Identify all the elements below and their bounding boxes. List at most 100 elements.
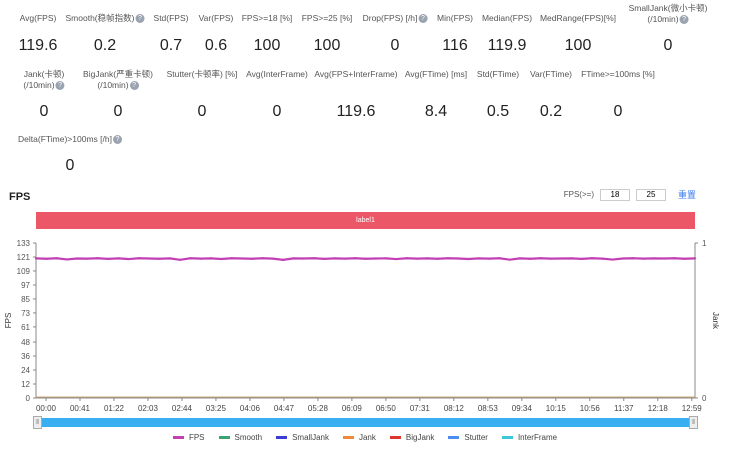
help-icon[interactable]: ?	[418, 14, 428, 24]
fps-point	[323, 257, 326, 260]
fps-point	[312, 257, 316, 260]
metric-value: 0.5	[486, 103, 510, 120]
metric-value: 100	[253, 37, 281, 54]
fps-point	[117, 257, 120, 260]
legend-label: BigJank	[405, 433, 435, 442]
metric-label-text: Std(FTime)	[476, 69, 520, 79]
legend-item-stutter[interactable]: Stutter	[448, 433, 488, 442]
fps-point	[158, 257, 161, 260]
legend-item-smooth[interactable]: Smooth	[218, 433, 263, 442]
x-tick-label: 12:18	[648, 404, 669, 413]
metric-label: Jank(卡顿) (/10min)?	[23, 69, 65, 91]
metric-value: 0	[613, 103, 623, 120]
metric-label: Smooth(稳帧指数)?	[66, 13, 145, 24]
metric-value: 116	[442, 37, 468, 54]
x-tick-label: 06:09	[342, 404, 363, 413]
x-tick-label: 02:03	[138, 404, 159, 413]
metric-label: Avg(FPS+InterFrame)	[314, 69, 397, 80]
legend-label: FPS	[188, 433, 205, 442]
metric-label: Avg(FTime) [ms]	[405, 69, 467, 80]
y-tick-label: 121	[17, 253, 31, 262]
x-tick-label: 05:28	[308, 404, 329, 413]
metric-value: 100	[313, 37, 341, 54]
fps-point	[343, 257, 347, 260]
metric-label: Var(FPS)	[199, 13, 234, 24]
y-tick-label: 36	[21, 352, 30, 361]
fps-point	[601, 257, 604, 260]
fps-filter-label: FPS(>=)	[563, 190, 594, 199]
legend-item-interframe[interactable]: InterFrame	[501, 433, 558, 442]
metric-value: 0	[113, 103, 123, 120]
metric-label-text: Jank(卡顿)	[23, 69, 65, 79]
y-tick-label: 85	[21, 295, 30, 304]
x-tick-label: 12:59	[682, 404, 703, 413]
metric-label-text: Stutter(卡顿率) [%]	[166, 69, 238, 79]
fps-point	[436, 257, 439, 260]
fps-point	[467, 257, 470, 261]
x-tick-label: 10:56	[580, 404, 601, 413]
legend-item-bigjank[interactable]: BigJank	[389, 433, 435, 442]
fps-point	[446, 257, 449, 260]
metric-label-text: MedRange(FPS)[%]	[539, 13, 617, 23]
label-bar[interactable]: label1	[36, 212, 695, 229]
fps-point	[240, 257, 244, 260]
y2-axis-label: Jank	[711, 312, 720, 330]
metric-label-text: Smooth(稳帧指数)	[65, 13, 135, 23]
help-icon[interactable]: ?	[112, 135, 122, 145]
y-tick-label: 48	[21, 338, 30, 347]
fps-point	[364, 257, 367, 260]
help-icon[interactable]: ?	[55, 81, 65, 91]
time-range-slider[interactable]: ||| |||	[33, 416, 698, 429]
fps-threshold-2-input[interactable]	[635, 188, 666, 201]
x-tick-label: 04:47	[274, 404, 295, 413]
metric-label: Delta(FTime)>100ms [/h]?	[18, 134, 122, 145]
legend-label: InterFrame	[517, 433, 558, 442]
metric-value: 0	[272, 103, 282, 120]
help-icon[interactable]: ?	[679, 15, 689, 25]
y-tick-label: 12	[21, 380, 30, 389]
fps-point	[395, 257, 398, 261]
metric-value: 0.2	[539, 103, 563, 120]
fps-point	[220, 257, 223, 261]
fps-point	[199, 257, 202, 260]
reset-button[interactable]: 重置	[677, 190, 696, 200]
legend-item-jank[interactable]: Jank	[342, 433, 376, 442]
y-tick-label: 109	[17, 267, 31, 276]
metric-value: 0.7	[159, 37, 183, 54]
fps-point	[168, 257, 171, 260]
slider-right-handle[interactable]: |||	[689, 416, 698, 429]
metric-label: Min(FPS)	[437, 13, 473, 24]
fps-threshold-1-input[interactable]	[599, 188, 630, 201]
metric-value: 119.6	[336, 103, 376, 120]
section-title: FPS	[9, 191, 31, 203]
x-tick-label: 09:34	[512, 404, 533, 413]
fps-point	[189, 257, 192, 260]
metric-label: Avg(FPS)	[20, 13, 57, 24]
fps-point	[518, 257, 522, 260]
legend-label: Smooth	[234, 433, 263, 442]
metric-label: Drop(FPS) [/h]?	[363, 13, 428, 24]
legend-item-smalljank[interactable]: SmallJank	[276, 433, 329, 442]
fps-filter: FPS(>=) 重置	[564, 188, 696, 201]
help-icon[interactable]: ?	[135, 14, 145, 24]
fps-point	[179, 258, 182, 261]
help-icon[interactable]: ?	[129, 81, 139, 91]
metric-label: FPS>=25 [%]	[302, 13, 353, 24]
metric-label: Median(FPS)	[482, 13, 532, 24]
metric-label: Stutter(卡顿率) [%]	[167, 69, 238, 80]
fps-point	[632, 257, 635, 260]
metric-value: 119.9	[487, 37, 527, 54]
slider-left-handle[interactable]: |||	[33, 416, 42, 429]
fps-point	[693, 257, 697, 260]
fps-point	[642, 257, 645, 260]
legend-item-fps[interactable]: FPS	[172, 433, 205, 442]
metric-value: 0	[663, 37, 673, 54]
metric-value: 0.6	[204, 37, 228, 54]
metric-label: SmallJank(微小卡顿) (/10min)?	[629, 3, 707, 25]
fps-point	[34, 257, 38, 260]
fps-point	[477, 257, 480, 260]
fps-point	[673, 257, 676, 260]
legend-label: SmallJank	[292, 433, 329, 442]
fps-point	[55, 257, 58, 260]
metric-label-text: Avg(FTime) [ms]	[404, 69, 468, 79]
